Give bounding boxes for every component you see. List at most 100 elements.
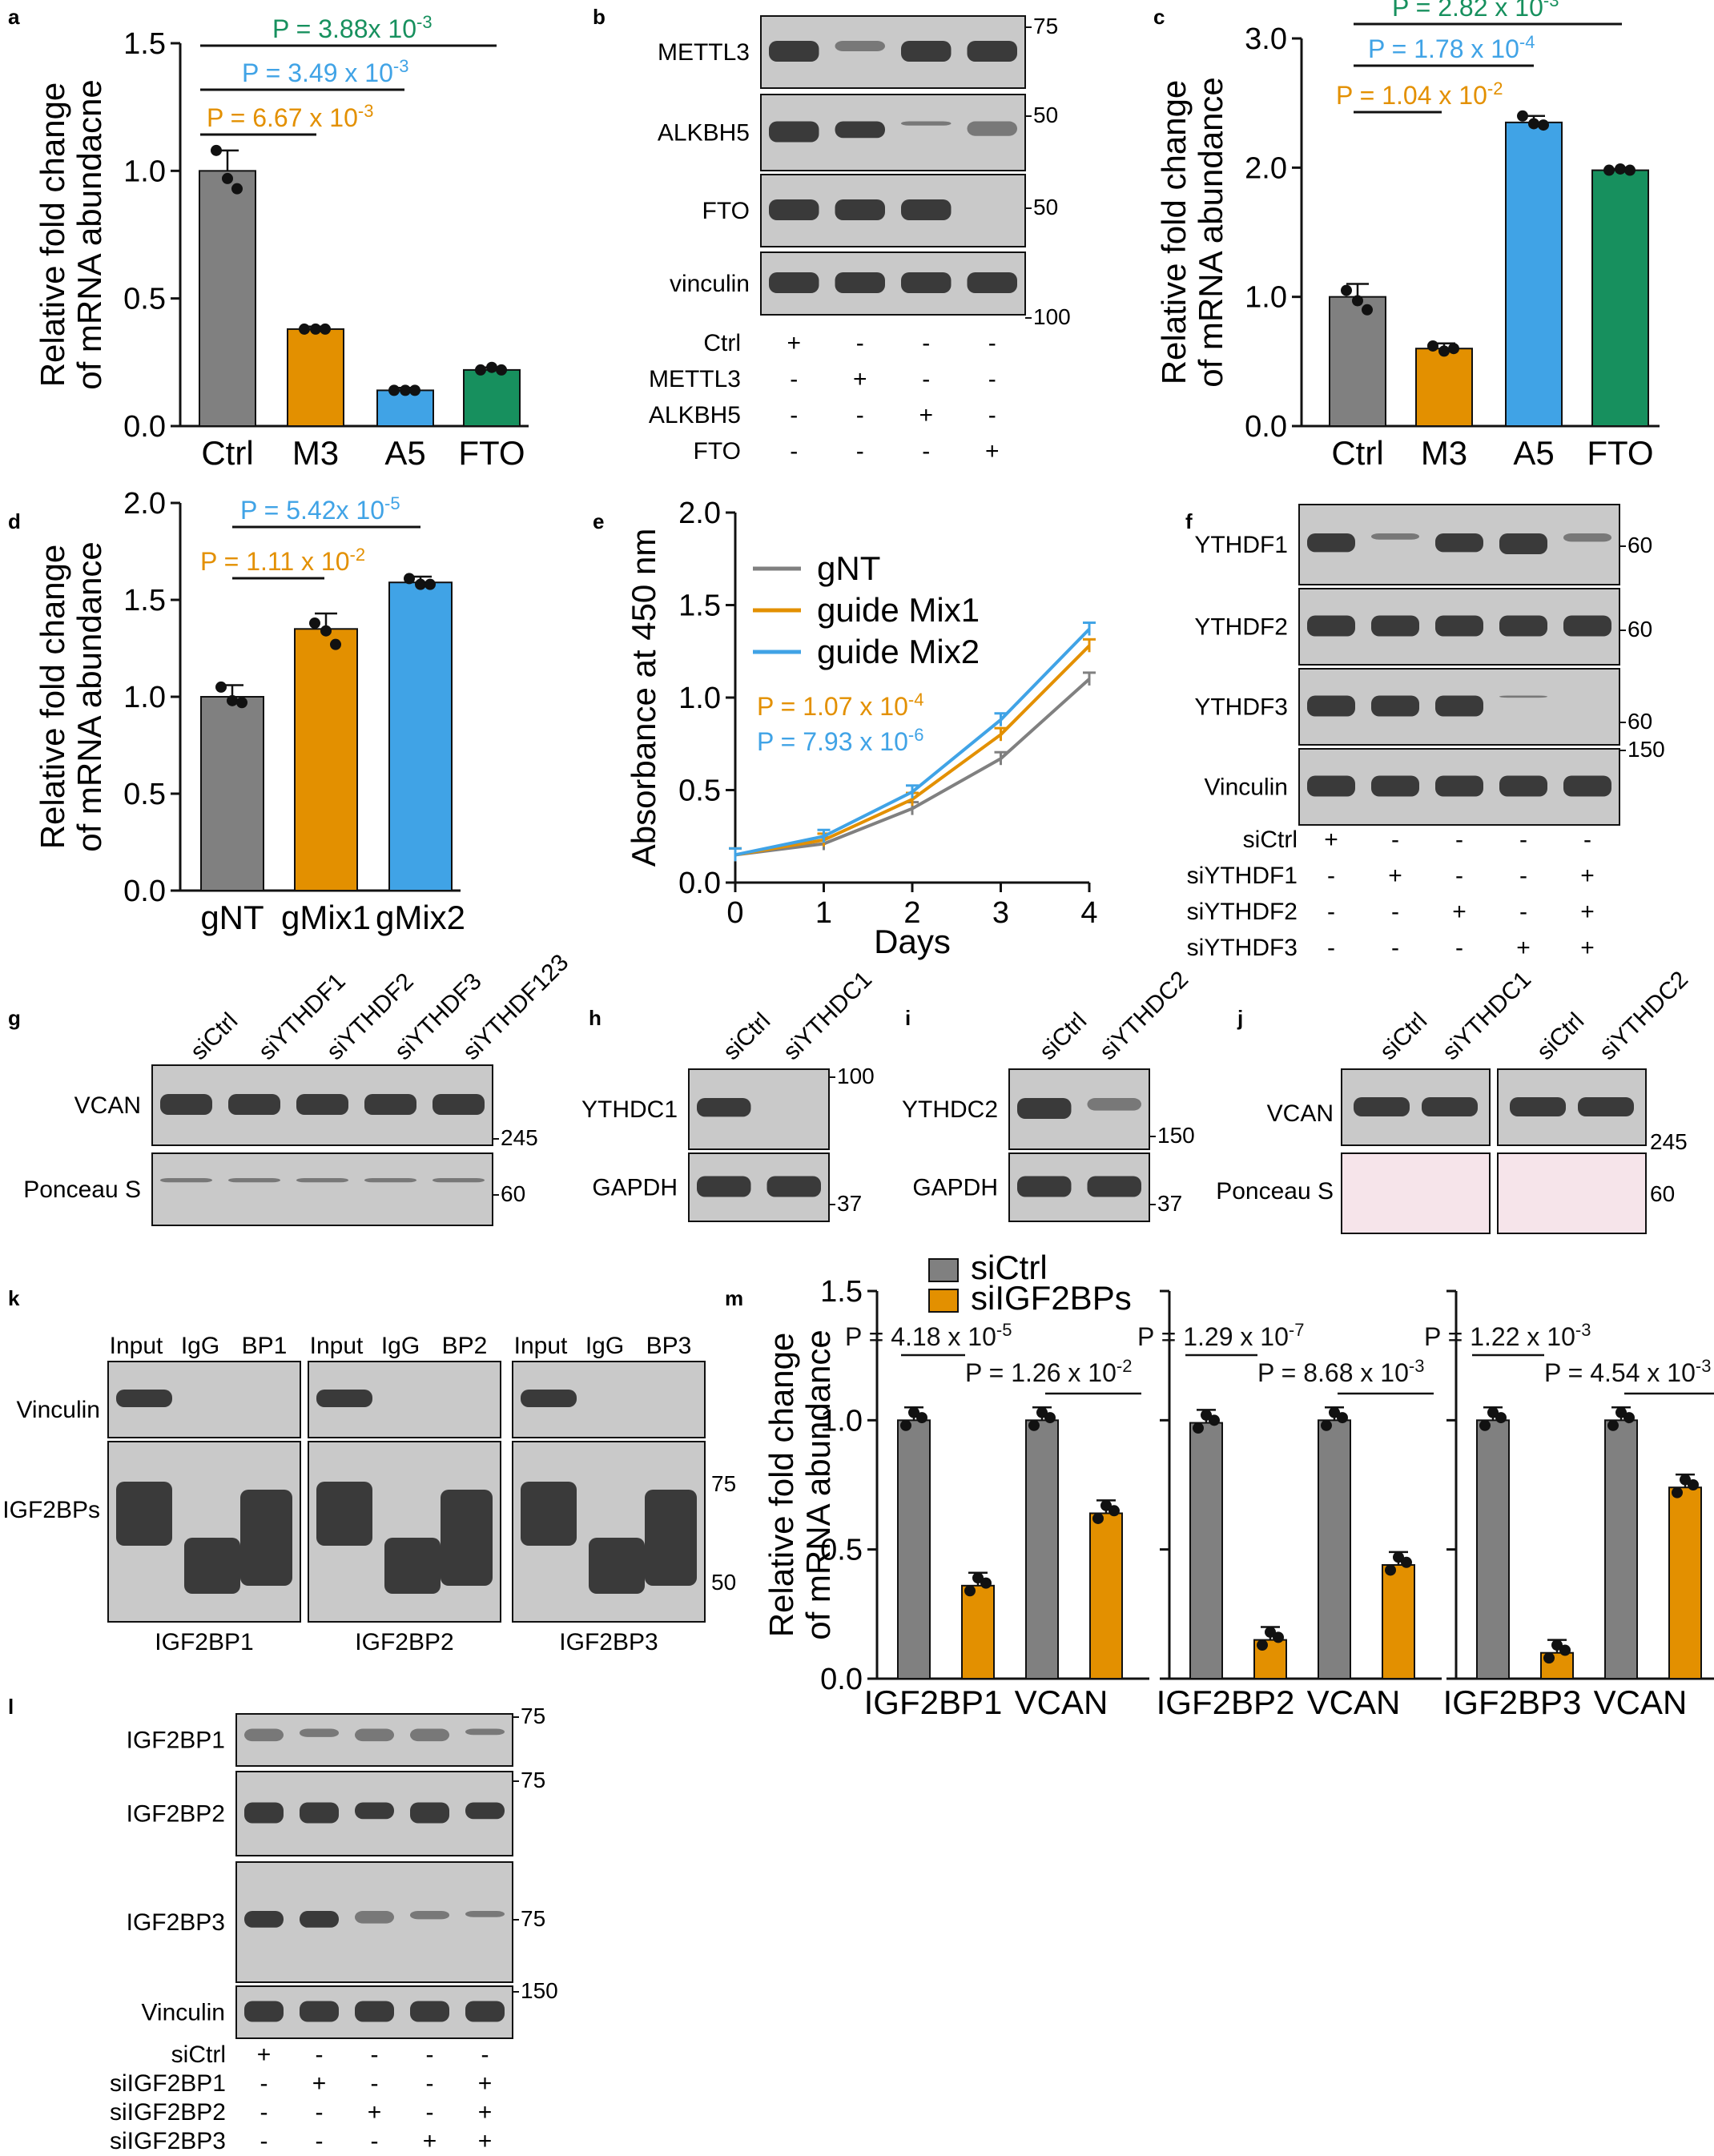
panel-label-f: f [1185,509,1193,533]
blot-band [300,2001,339,2022]
lane-label: Input [514,1333,568,1359]
data-point [320,625,332,637]
blot-row-label: GAPDH [912,1175,998,1201]
blot-row-label: IGF2BP1 [127,1728,225,1754]
blot-row-label: VCAN [74,1092,141,1119]
chart-e: 0.0 0.5 1.0 1.5 2.0 0 1 2 3 4 Days Absorbance at 45… [625,497,1098,960]
blot-band [160,1094,212,1115]
data-point [330,638,341,650]
y-tick-label: 1.5 [678,589,721,623]
bar-gNT [200,696,264,891]
blot-frame [760,174,1026,247]
blot-band [1371,775,1419,797]
x-category-gMix2: gMix2 [376,899,465,936]
data-point [1352,295,1363,307]
condition-sign: + [478,2099,493,2126]
legend-entry-siIGF2BPs: siIGF2BPs [971,1279,1132,1317]
y-tick-label: 0.5 [678,774,721,808]
condition-label: METTL3 [649,366,741,392]
blot-i: YTHDC2 150 GAPDH 37 [902,1068,1195,1222]
chart-c: 0.0 1.0 2.0 3.0 Ctrl M3 A5 FTO Relative fold cha… [1155,0,1660,472]
condition-sign: - [790,438,798,465]
data-point [1495,1412,1507,1424]
data-point [1438,345,1450,357]
y-tick-label: 3.0 [1245,22,1287,56]
bar-IGF2BP1-siCtrl [897,1419,931,1680]
x-category-A5: A5 [1513,434,1554,472]
p-value-label: P = 8.68 x 10-3 [1257,1356,1424,1387]
mw-marker: 75 [521,1906,545,1931]
x-tick-label: 2 [903,896,920,930]
blot-row-label: vinculin [670,271,750,297]
blot-row-label: YTHDF3 [1194,694,1288,721]
condition-sign: - [316,2041,324,2068]
blot-row-label: IGF2BP2 [127,1801,225,1828]
condition-sign: + [1580,935,1595,961]
data-point [1265,1626,1276,1638]
blot-h: YTHDC1 100 GAPDH 37 [581,1064,875,1222]
y-tick-label: 1.0 [820,1404,863,1438]
bar-gMix1 [294,628,358,891]
condition-sign: - [481,2041,489,2068]
condition-sign: - [371,2128,379,2154]
condition-label: ALKBH5 [649,402,741,428]
blot-band [1563,775,1611,797]
blot-band [296,1094,348,1115]
condition-sign: - [1455,935,1463,961]
blot-band [1371,615,1419,637]
panel-label-d: d [8,509,21,533]
mw-marker: 37 [1157,1191,1182,1216]
lane-label: IgG [381,1333,420,1359]
mw-marker: 150 [1157,1123,1195,1148]
data-point [227,694,238,706]
lane-label: BP3 [646,1333,692,1359]
legend-entry-guide-Mix1: guide Mix1 [817,591,980,629]
data-point [400,384,411,396]
panel-label-j: j [1237,1006,1243,1030]
p-value-label: P = 3.88x 10-3 [272,12,433,43]
data-point [1623,1412,1635,1424]
condition-sign: - [1519,899,1527,925]
condition-sign: - [988,366,996,392]
blot-row-label: YTHDC2 [902,1096,998,1123]
lane-label: siCtrl [186,1008,243,1065]
data-point [1603,164,1615,176]
condition-sign: + [853,366,867,392]
blot-band [766,1176,821,1197]
data-point [908,1406,919,1418]
blot-band [1371,533,1419,540]
x-category-M3: M3 [292,434,339,472]
blot-band [967,121,1017,136]
condition-label: Ctrl [703,330,741,356]
lane-label: siYTHDC2 [1095,966,1194,1065]
bar-VCAN-siCtrl [1604,1419,1638,1680]
blot-band [300,1911,339,1928]
blot-band [1087,1176,1141,1197]
condition-sign: + [312,2070,327,2097]
blot-band [1087,1098,1141,1111]
blot-band [465,1728,505,1736]
panel-label-m: m [725,1286,743,1310]
condition-sign: - [988,402,996,428]
blot-band [355,1802,394,1820]
x-category-Ctrl: Ctrl [1331,434,1383,472]
blot-band [697,1176,751,1197]
condition-sign: - [1391,899,1399,925]
data-point [1607,1419,1619,1431]
data-point [1615,1406,1627,1418]
blot-band [1563,533,1611,542]
blot-band [441,1490,493,1586]
data-point [486,361,497,373]
blot-band [384,1538,441,1594]
condition-sign: - [1583,827,1591,853]
blot-band [1499,533,1547,554]
mw-marker: 60 [1627,533,1652,557]
condition-sign: + [368,2099,382,2126]
panel-label-i: i [905,1006,911,1030]
condition-label: siCtrl [1243,827,1298,853]
blot-band [1354,1097,1410,1116]
data-point [1551,1639,1563,1651]
condition-sign: - [1327,899,1335,925]
blot-band [355,1728,394,1742]
